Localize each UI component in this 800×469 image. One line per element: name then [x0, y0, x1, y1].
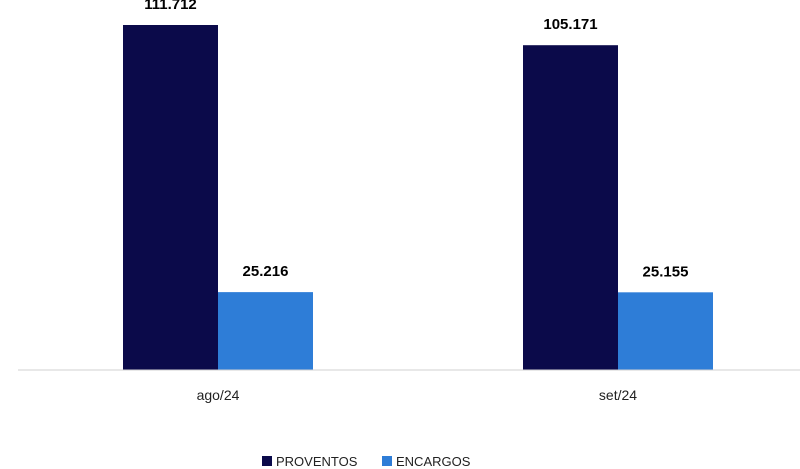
data-labels-group: 111.712 25.216 105.171 25.155 — [144, 0, 688, 280]
bar-encargos-1 — [618, 292, 713, 370]
data-label-encargos-1: 25.155 — [643, 263, 689, 280]
data-label-proventos-0: 111.712 — [144, 0, 197, 13]
x-tick-labels: ago/24 set/24 — [197, 387, 638, 403]
legend-swatch-proventos — [262, 456, 272, 466]
legend-swatch-encargos — [382, 456, 392, 466]
legend-label-encargos: ENCARGOS — [396, 454, 471, 469]
bar-proventos-1 — [523, 45, 618, 370]
x-tick-label-1: set/24 — [599, 387, 637, 403]
x-tick-label-0: ago/24 — [197, 387, 240, 403]
data-label-encargos-0: 25.216 — [243, 263, 289, 280]
legend: PROVENTOS ENCARGOS — [262, 454, 471, 469]
bar-proventos-0 — [123, 25, 218, 370]
legend-label-proventos: PROVENTOS — [276, 454, 358, 469]
data-label-proventos-1: 105.171 — [543, 16, 597, 33]
bars-group — [123, 25, 713, 370]
bar-encargos-0 — [218, 292, 313, 370]
